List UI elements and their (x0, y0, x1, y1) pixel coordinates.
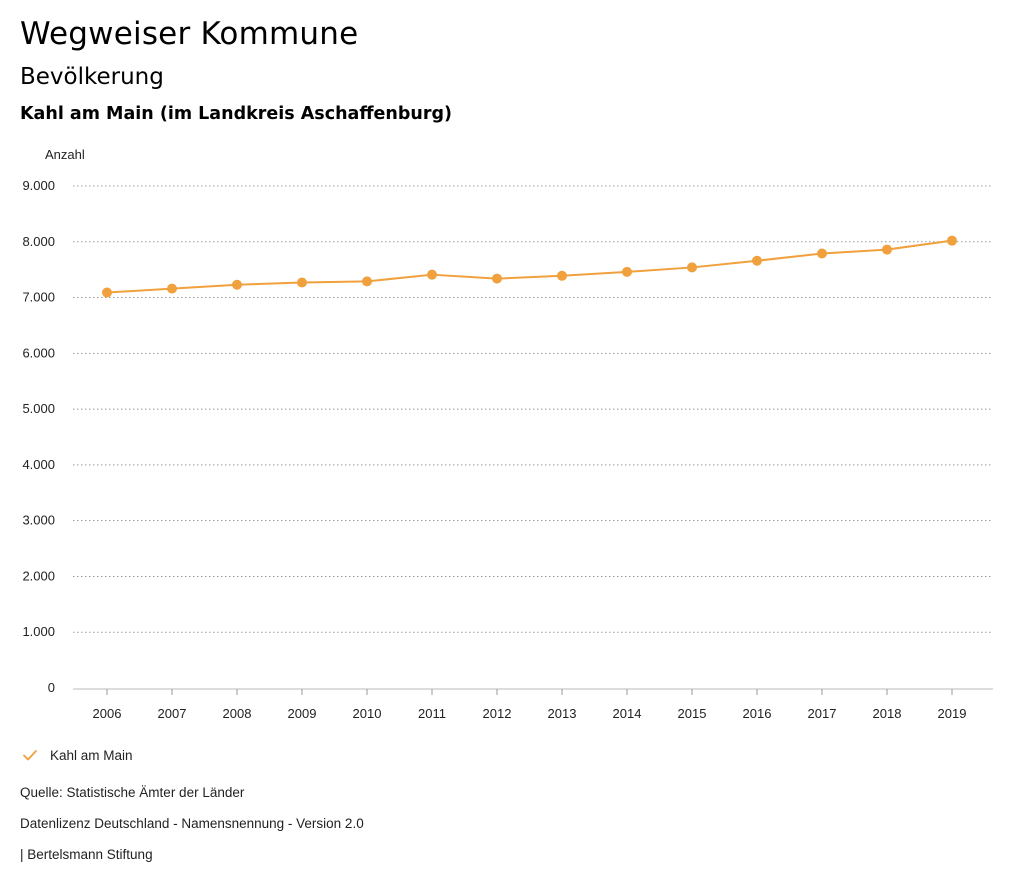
source-note: Quelle: Statistische Ämter der Länder (20, 785, 245, 800)
page-title: Wegweiser Kommune (20, 16, 359, 52)
series-line (106, 239, 953, 294)
x-tick-label: 2011 (418, 706, 446, 721)
data-point[interactable] (297, 277, 307, 288)
y-tick-label: 5.000 (22, 401, 55, 416)
data-point[interactable] (427, 269, 437, 280)
x-tick-label: 2010 (353, 706, 382, 721)
x-tick-label: 2014 (613, 706, 642, 721)
x-tick-label: 2006 (93, 706, 122, 721)
y-tick-label: 7.000 (22, 290, 55, 305)
y-tick-label: 8.000 (22, 234, 55, 249)
data-point[interactable] (817, 248, 827, 259)
y-tick-label: 6.000 (22, 345, 55, 360)
y-tick-label: 1.000 (22, 624, 55, 639)
y-tick-label: 0 (48, 680, 55, 695)
x-tick-label: 2018 (873, 706, 902, 721)
data-point[interactable] (102, 287, 112, 298)
publisher-note: | Bertelsmann Stiftung (20, 847, 153, 862)
x-tick-label: 2012 (483, 706, 512, 721)
x-tick-label: 2009 (288, 706, 317, 721)
x-tick-label: 2015 (678, 706, 707, 721)
data-point[interactable] (362, 276, 372, 287)
license-note: Datenlizenz Deutschland - Namensnennung … (20, 816, 364, 831)
data-point[interactable] (687, 262, 697, 273)
region-title: Kahl am Main (im Landkreis Aschaffenburg… (20, 104, 452, 124)
data-point[interactable] (752, 255, 762, 266)
data-point[interactable] (232, 279, 242, 290)
data-point[interactable] (947, 235, 957, 246)
x-tick-label: 2008 (223, 706, 252, 721)
legend-label: Kahl am Main (50, 747, 133, 763)
y-tick-label: 9.000 (22, 178, 55, 193)
legend-item-kahl-am-main[interactable]: Kahl am Main (20, 744, 133, 766)
y-tick-label: 4.000 (22, 457, 55, 472)
x-tick-label: 2016 (743, 706, 772, 721)
data-point[interactable] (622, 266, 632, 277)
series-layer (102, 235, 957, 298)
checkmark-icon (23, 750, 37, 761)
x-tick-label: 2017 (808, 706, 837, 721)
y-tick-label: 3.000 (22, 513, 55, 528)
grid-layer (73, 185, 993, 633)
axis-layer: Anzahl 0 1.000 2.000 3.000 4.000 5.000 6.000 7.0… (22, 147, 993, 721)
line-chart: Anzahl 0 1.000 2.000 3.000 4.000 5.000 6.000 7.0… (22, 147, 993, 721)
chart-subtitle: Bevölkerung (20, 64, 164, 90)
x-tick-label: 2013 (548, 706, 577, 721)
y-tick-label: 2.000 (22, 568, 55, 583)
y-axis-title: Anzahl (45, 147, 85, 162)
data-point[interactable] (492, 273, 502, 284)
x-tick-label: 2007 (158, 706, 187, 721)
data-point[interactable] (882, 244, 892, 255)
data-point[interactable] (167, 283, 177, 294)
data-point[interactable] (557, 270, 567, 281)
x-tick-label: 2019 (938, 706, 967, 721)
